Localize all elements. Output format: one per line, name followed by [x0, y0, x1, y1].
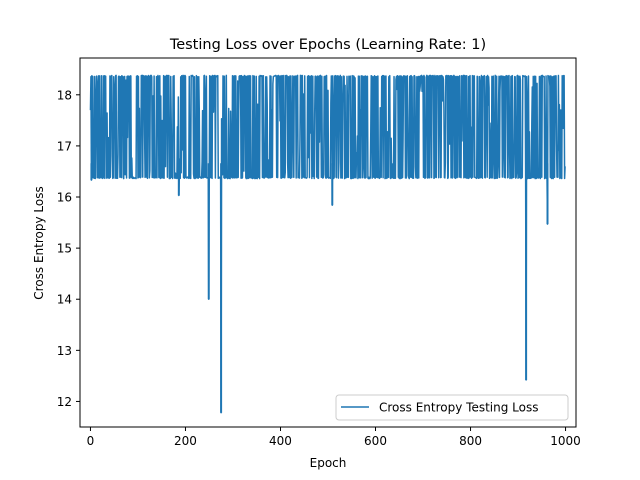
plot-layer — [89, 74, 566, 414]
y-tick-label-13: 13 — [57, 344, 72, 358]
axes-layer: 0 200 400 600 800 1000 12 13 14 15 16 17 18 — [57, 57, 581, 448]
x-tick-label-600: 600 — [364, 434, 387, 448]
chart-title: Testing Loss over Epochs (Learning Rate:… — [169, 37, 486, 53]
series-line-cross-entropy-testing-loss — [89, 74, 566, 414]
y-tick-label-16: 16 — [57, 191, 72, 205]
x-tick-label-400: 400 — [269, 434, 292, 448]
x-tick-label-1000: 1000 — [550, 434, 581, 448]
y-axis-label: Cross Entropy Loss — [32, 186, 46, 299]
x-tick-label-800: 800 — [459, 434, 482, 448]
y-tick-label-14: 14 — [57, 293, 72, 307]
legend-entry-cross-entropy-testing-loss: Cross Entropy Testing Loss — [379, 401, 538, 415]
axes-frame — [79, 57, 577, 428]
y-tick-label-17: 17 — [57, 139, 72, 153]
legend-box — [335, 394, 569, 421]
y-tick-label-18: 18 — [57, 88, 72, 102]
x-tick-label-0: 0 — [87, 434, 95, 448]
y-tick-label-15: 15 — [57, 242, 72, 256]
legend: Cross Entropy Testing Loss — [335, 394, 569, 421]
y-tick-label-12: 12 — [57, 395, 72, 409]
x-tick-label-200: 200 — [174, 434, 197, 448]
x-axis-label: Epoch — [310, 456, 347, 470]
